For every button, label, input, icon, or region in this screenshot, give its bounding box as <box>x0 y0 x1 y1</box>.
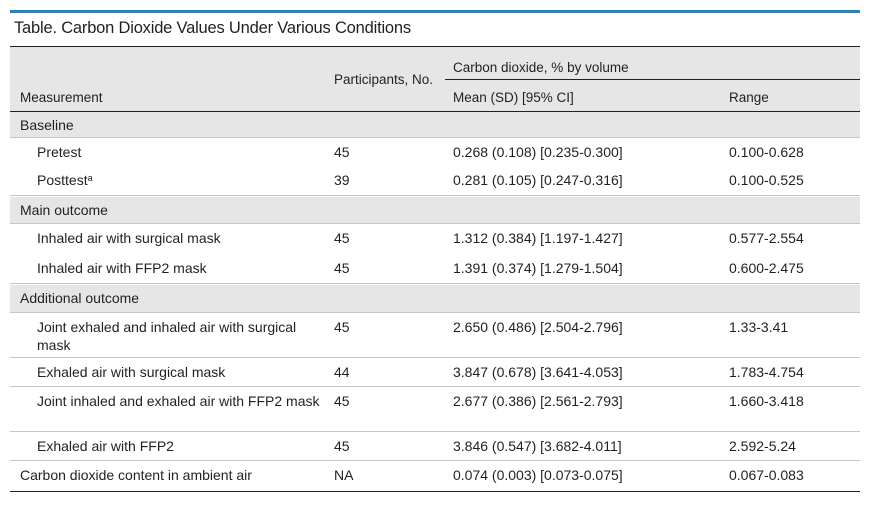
table-row: Exhaled air with surgical mask 44 3.847 (0… <box>10 359 860 387</box>
range-cell: 0.067-0.083 <box>729 467 804 483</box>
range-cell: 0.600-2.475 <box>729 260 804 276</box>
header-rule <box>10 111 860 112</box>
mean-cell: 0.268 (0.108) [0.235-0.300] <box>453 144 623 160</box>
mean-cell: 0.074 (0.003) [0.073-0.075] <box>453 467 623 483</box>
section-label: Baseline <box>20 117 74 133</box>
table-row: Carbon dioxide content in ambient air NA 0… <box>10 462 860 491</box>
row-label-text: Inhaled air with FFP2 mask <box>37 260 207 276</box>
table-title: Table. Carbon Dioxide Values Under Vario… <box>14 19 411 37</box>
row-label-text: Posttest <box>37 172 88 188</box>
row-label: Exhaled air with FFP2 <box>37 437 327 455</box>
table-row: Inhaled air with FFP2 mask 45 1.391 (0.374… <box>10 255 860 284</box>
mean-cell: 1.312 (0.384) [1.197-1.427] <box>453 230 623 246</box>
section-row: Additional outcome <box>10 285 860 313</box>
range-cell: 1.660-3.418 <box>729 393 804 409</box>
row-label: Joint exhaled and inhaled air with surgi… <box>37 318 327 354</box>
row-label: Inhaled air with surgical mask <box>37 229 327 247</box>
header-group-rule <box>445 79 860 80</box>
row-label-text: Exhaled air with surgical mask <box>37 364 226 380</box>
row-label-text: Pretest <box>37 144 82 160</box>
participants-cell: 45 <box>334 260 350 276</box>
row-label-text: Exhaled air with FFP2 <box>37 438 174 454</box>
row-label: Carbon dioxide content in ambient air <box>20 466 252 484</box>
section-label: Additional outcome <box>20 290 140 306</box>
footnote-marker: a <box>87 173 93 183</box>
table-row: Exhaled air with FFP2 45 3.846 (0.547) [3.… <box>10 433 860 461</box>
section-row: Main outcome <box>10 197 860 224</box>
participants-cell: 45 <box>334 393 350 409</box>
participants-cell: 39 <box>334 172 350 188</box>
table-row: Posttesta 39 0.281 (0.105) [0.247-0.316] 0.… <box>10 167 860 196</box>
mean-cell: 2.677 (0.386) [2.561-2.793] <box>453 393 623 409</box>
range-cell: 0.100-0.628 <box>729 144 804 160</box>
header-participants: Participants, No. <box>334 72 434 87</box>
mean-cell: 2.650 (0.486) [2.504-2.796] <box>453 319 623 335</box>
row-label-text: Joint inhaled and exhaled air with FFP2 … <box>37 393 320 409</box>
mean-cell: 3.846 (0.547) [3.682-4.011] <box>453 438 622 454</box>
participants-cell: 44 <box>334 364 350 380</box>
table-row: Pretest 45 0.268 (0.108) [0.235-0.300] 0.10… <box>10 139 860 166</box>
table-row: Joint exhaled and inhaled air with surgi… <box>10 314 860 358</box>
title-rule <box>10 46 860 47</box>
participants-cell: 45 <box>334 438 350 454</box>
mean-cell: 3.847 (0.678) [3.641-4.053] <box>453 364 623 380</box>
row-label: Inhaled air with FFP2 mask <box>37 259 327 277</box>
section-row: Baseline <box>10 112 860 138</box>
participants-cell: 45 <box>334 230 350 246</box>
range-cell: 0.577-2.554 <box>729 230 804 246</box>
participants-cell: 45 <box>334 319 350 335</box>
participants-cell: NA <box>334 467 354 483</box>
row-label-text: Joint exhaled and inhaled air with surgi… <box>37 319 297 353</box>
participants-cell: 45 <box>334 144 350 160</box>
section-label: Main outcome <box>20 202 108 218</box>
header-measurement: Measurement <box>20 90 103 105</box>
row-label-text: Carbon dioxide content in ambient air <box>20 467 252 483</box>
row-label: Posttesta <box>37 171 327 189</box>
row-label-text: Inhaled air with surgical mask <box>37 230 221 246</box>
row-label: Pretest <box>37 143 327 161</box>
range-cell: 1.33-3.41 <box>729 319 789 335</box>
table-row: Inhaled air with surgical mask 45 1.312 (0… <box>10 225 860 255</box>
range-cell: 2.592-5.24 <box>729 438 796 454</box>
table-row: Joint inhaled and exhaled air with FFP2 … <box>10 388 860 432</box>
header-mean: Mean (SD) [95% CI] <box>453 90 574 105</box>
header-co2-group: Carbon dioxide, % by volume <box>453 60 629 75</box>
row-label: Exhaled air with surgical mask <box>37 363 327 381</box>
header-range: Range <box>729 90 769 105</box>
range-cell: 0.100-0.525 <box>729 172 804 188</box>
mean-cell: 1.391 (0.374) [1.279-1.504] <box>453 260 623 276</box>
bottom-rule <box>10 491 860 492</box>
mean-cell: 0.281 (0.105) [0.247-0.316] <box>453 172 623 188</box>
accent-bar <box>10 10 860 13</box>
row-label: Joint inhaled and exhaled air with FFP2 … <box>37 392 327 410</box>
range-cell: 1.783-4.754 <box>729 364 804 380</box>
